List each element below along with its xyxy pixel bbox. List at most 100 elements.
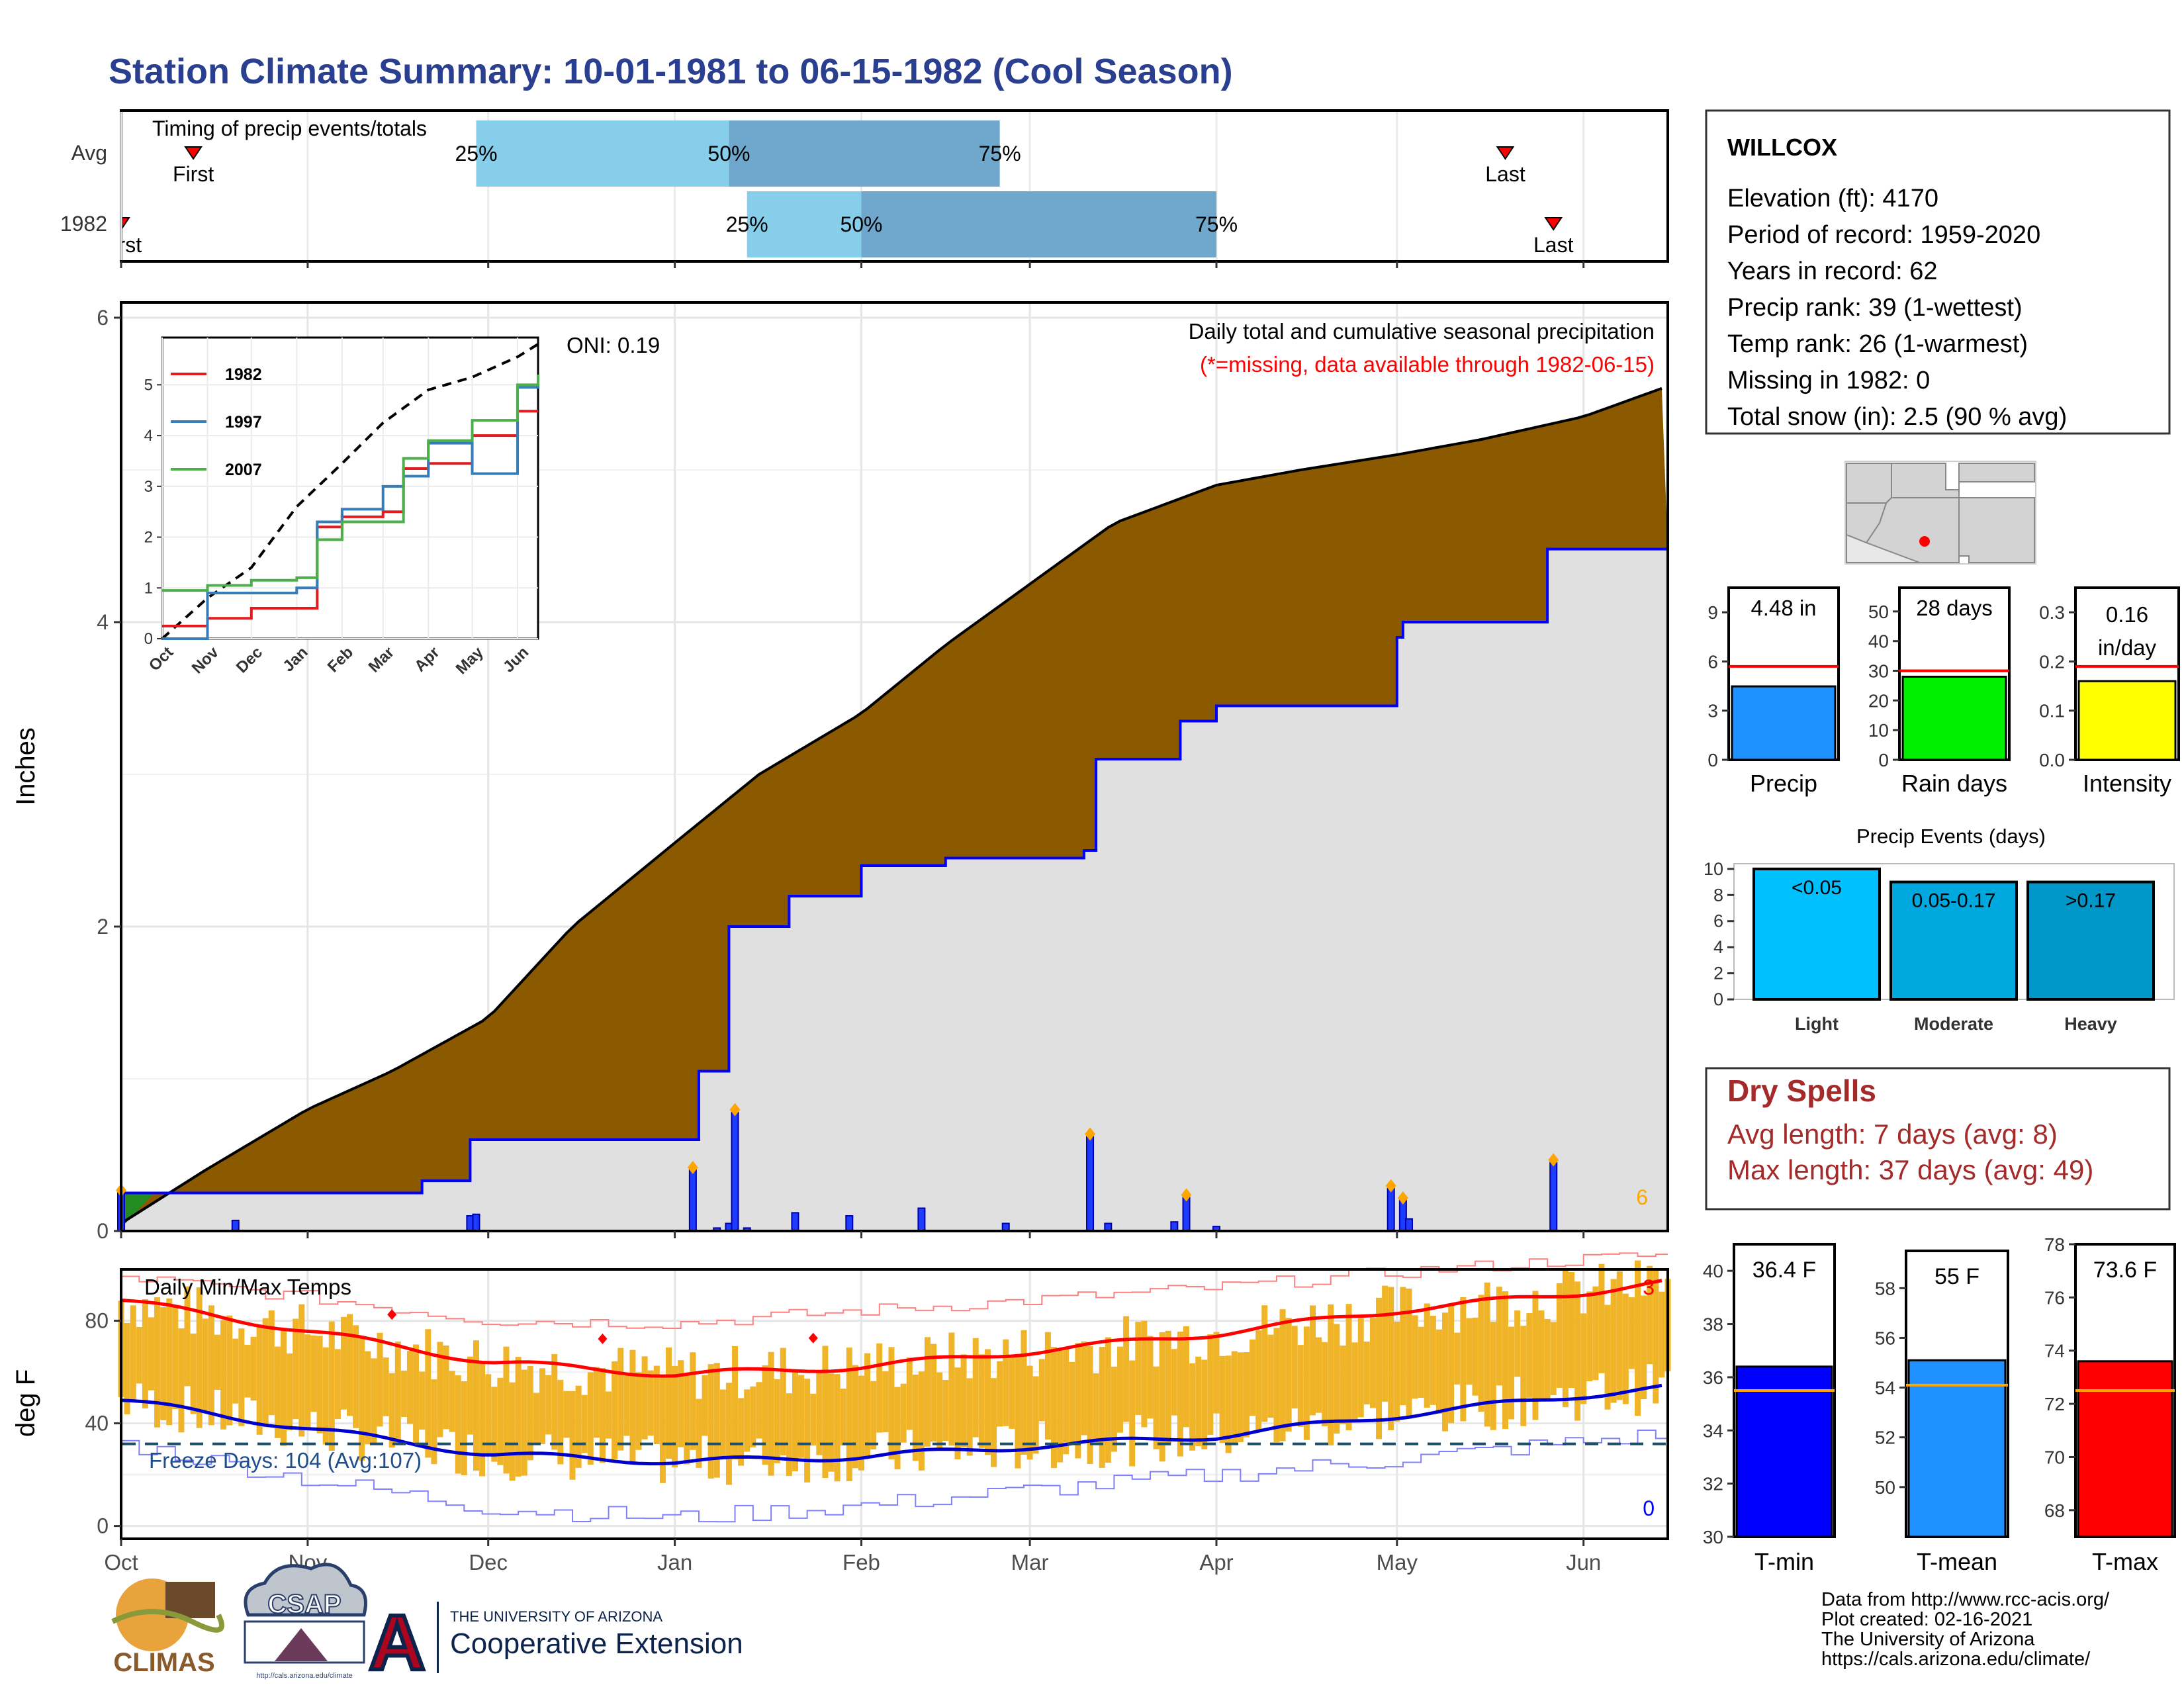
timing-panel: 25% 50% 75% First Last 25% 50% 75% First Last Tim… xyxy=(60,109,1669,268)
daily-temp-range-bar xyxy=(1388,1287,1394,1431)
daily-temp-range-bar xyxy=(840,1389,846,1445)
daily-precip-bar xyxy=(1182,1197,1191,1232)
timing-label-q50: 50% xyxy=(707,142,750,165)
daily-temp-range-bar xyxy=(713,1363,720,1478)
temp-bar-value xyxy=(2077,1360,2173,1538)
daily-temp-range-bar xyxy=(725,1383,732,1485)
temp-x-tick-label: May xyxy=(1377,1550,1418,1575)
daily-temp-range-bar xyxy=(1255,1330,1262,1431)
daily-temp-range-bar xyxy=(690,1352,696,1450)
daily-temp-range-bar xyxy=(244,1344,251,1398)
mini-bar-tick-label: 0.3 xyxy=(2039,602,2065,623)
daily-temp-range-bar xyxy=(287,1353,293,1430)
events-bar xyxy=(1752,867,1881,1001)
daily-temp-range-bar xyxy=(1291,1326,1298,1409)
observed-cumulative-line xyxy=(121,547,1668,1195)
daily-temp-range-bar xyxy=(684,1373,690,1465)
temp-bar-tick-label: 70 xyxy=(2044,1447,2065,1467)
timing-bar-q50-q75 xyxy=(861,191,1216,257)
daily-temp-range-bar xyxy=(1424,1303,1430,1408)
daily-temp-range-bar xyxy=(1328,1304,1334,1445)
mini-bar-category-label: Intensity xyxy=(2083,770,2171,797)
daily-temp-range-bar xyxy=(316,1336,323,1434)
daily-temp-range-bar xyxy=(1550,1322,1557,1395)
inset-series-line-Avg xyxy=(161,343,539,640)
daily-temp-range-bar xyxy=(1574,1281,1581,1421)
daily-temp-range-bar xyxy=(281,1330,287,1446)
csap-logo-mountain xyxy=(275,1628,328,1661)
daily-temp-range-bar xyxy=(948,1332,955,1446)
daily-temp-range-bar xyxy=(1351,1342,1358,1421)
temp-x-tick-label: Feb xyxy=(842,1550,880,1575)
ua-block-a: A xyxy=(369,1599,425,1686)
temp-bar-tick-label: 34 xyxy=(1703,1420,1723,1441)
daily-temp-range-bar xyxy=(1357,1318,1364,1418)
daily-temp-range-bar xyxy=(1478,1295,1484,1412)
daily-temp-range-bar xyxy=(1363,1342,1370,1404)
daily-precip-bar xyxy=(917,1207,926,1232)
daily-temp-range-bar xyxy=(954,1367,961,1459)
events-y-tick-label: 0 xyxy=(1713,989,1723,1009)
daily-temp-range-bar xyxy=(1653,1269,1659,1404)
timing-first-marker xyxy=(122,217,130,229)
temp-panel: deg F Daily Min/Max Temps Freeze Days: 1… xyxy=(11,1252,1671,1540)
timing-last-label: Last xyxy=(1533,233,1574,257)
daily-temp-range-bar xyxy=(1635,1260,1641,1416)
daily-temp-range-bar xyxy=(870,1381,877,1449)
daily-temp-range-bar xyxy=(172,1305,179,1410)
daily-temp-range-bar xyxy=(322,1347,329,1445)
daily-precip-bar xyxy=(791,1212,799,1232)
daily-temp-range-bar xyxy=(678,1360,684,1447)
daily-precip-bar xyxy=(845,1215,854,1232)
daily-temp-range-bar xyxy=(1659,1291,1665,1378)
events-category-label: Heavy xyxy=(2064,1014,2117,1034)
avg-max-temp-line xyxy=(120,1279,1662,1378)
daily-precip-marker xyxy=(1397,1191,1408,1205)
temp-bar-tick-label: 54 xyxy=(1875,1378,1895,1398)
daily-temp-range-bar xyxy=(665,1347,672,1459)
csap-logo-url: http://cals.arizona.edu/climate xyxy=(256,1672,353,1680)
timing-first-label: First xyxy=(173,162,214,186)
daily-temp-range-bar xyxy=(635,1372,642,1450)
daily-temp-range-bar xyxy=(1225,1355,1232,1453)
daily-temp-range-bar xyxy=(641,1356,648,1440)
temp-x-tick-label: Dec xyxy=(469,1550,508,1575)
daily-temp-range-bar xyxy=(707,1364,714,1479)
daily-temp-range-bar xyxy=(353,1325,359,1428)
daily-temp-range-bar xyxy=(274,1346,281,1438)
timing-last-marker xyxy=(1544,217,1563,231)
precip-panel: 0 2 4 6 Inches Daily total and cumulative s… xyxy=(11,301,1669,1243)
daily-temp-range-bar xyxy=(347,1314,353,1416)
daily-temp-range-bar xyxy=(1376,1297,1383,1440)
events-y-tick-label: 10 xyxy=(1704,859,1723,879)
daily-temp-range-bar xyxy=(1442,1312,1449,1432)
daily-temp-range-bar xyxy=(449,1371,455,1432)
daily-temp-range-bar xyxy=(1580,1313,1587,1404)
daily-temp-range-bar xyxy=(1279,1309,1286,1441)
temp-y-axis-label: deg F xyxy=(11,1369,40,1437)
daily-temp-range-bar xyxy=(1454,1332,1461,1385)
timing-row-avg-label: Avg xyxy=(71,141,107,165)
daily-temp-range-bar xyxy=(750,1386,756,1447)
temp-bar-tick-label: 78 xyxy=(2044,1234,2065,1255)
temp-bar-tick-label: 32 xyxy=(1703,1474,1723,1494)
daily-temp-range-bar xyxy=(587,1372,594,1465)
daily-temp-range-bar xyxy=(136,1326,142,1384)
daily-temp-range-bar xyxy=(1616,1271,1623,1400)
csap-logo-cloud xyxy=(244,1563,367,1617)
daily-temp-range-bar xyxy=(413,1344,420,1445)
locator-map xyxy=(1844,461,2036,565)
inset-legend-label: 2007 xyxy=(225,461,262,479)
timing-bar-q50-q75 xyxy=(729,120,1000,187)
daily-temp-range-bar xyxy=(545,1375,552,1435)
daily-temp-range-bar xyxy=(184,1286,191,1387)
daily-temp-range-bar xyxy=(1105,1337,1111,1463)
daily-temp-range-bar xyxy=(1015,1355,1021,1469)
daily-temp-range-bar xyxy=(461,1381,467,1476)
timing-label-q75: 75% xyxy=(1195,212,1238,236)
daily-temp-range-bar xyxy=(262,1318,269,1428)
daily-temp-range-bar xyxy=(539,1368,546,1444)
temp-bar-category-label: T-max xyxy=(2092,1548,2158,1575)
daily-temp-range-bar xyxy=(557,1379,564,1465)
